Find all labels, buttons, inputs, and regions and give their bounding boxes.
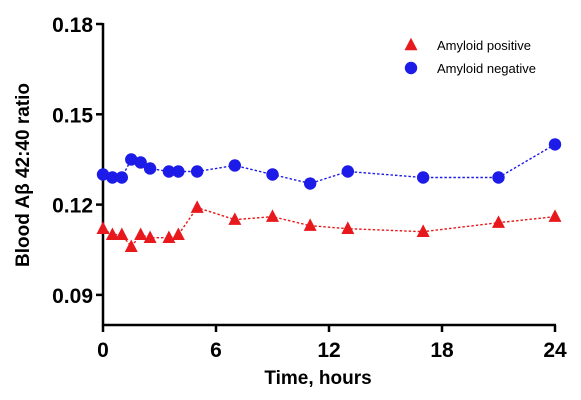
data-point-circle (143, 162, 157, 175)
y-tick-label: 0.18 (52, 14, 93, 37)
series-line (102, 143, 556, 185)
legend: Amyloid positive Amyloid negative (404, 37, 536, 76)
data-point-triangle (124, 239, 138, 253)
data-point-circle (303, 177, 317, 190)
data-point-circle (548, 138, 562, 151)
x-tick-label: 0 (97, 339, 109, 362)
data-point-triangle (228, 212, 242, 225)
data-point-circle (266, 168, 279, 181)
data-point-triangle (171, 227, 185, 240)
axes: 0.09 0.12 0.15 0.18 0 6 12 18 24 (52, 14, 567, 362)
data-point-triangle (134, 227, 148, 240)
x-tick-label: 18 (430, 339, 454, 362)
data-point-triangle (341, 221, 355, 234)
y-tick-label: 0.15 (52, 104, 93, 127)
data-point-circle (106, 171, 119, 184)
data-point-triangle (105, 227, 119, 240)
data-point-circle (492, 171, 505, 184)
data-point-triangle (492, 215, 505, 228)
data-point-circle (190, 165, 204, 178)
data-point-circle (96, 168, 110, 181)
x-tick-label: 24 (543, 339, 567, 362)
x-ticks: 0 6 12 18 24 (97, 325, 567, 362)
series-amyloid-negative (96, 138, 562, 190)
x-tick-label: 12 (317, 339, 340, 362)
legend-label: Amyloid positive (437, 38, 531, 53)
data-point-triangle (303, 218, 317, 231)
x-tick-label: 6 (210, 339, 222, 362)
series-amyloid-positive (96, 200, 562, 253)
y-tick-label: 0.12 (52, 195, 93, 218)
legend-marker-circle (404, 61, 418, 75)
data-point-triangle (266, 209, 279, 222)
data-point-triangle (96, 221, 110, 234)
data-point-triangle (548, 209, 562, 222)
series-layer (96, 138, 562, 253)
legend-marker-triangle (404, 37, 418, 51)
legend-label: Amyloid negative (437, 61, 536, 76)
data-point-circle (228, 159, 242, 172)
y-ticks: 0.09 0.12 0.15 0.18 (52, 14, 103, 308)
data-point-triangle (416, 224, 430, 237)
x-axis-title: Time, hours (264, 368, 371, 389)
data-point-circle (341, 165, 355, 178)
data-point-triangle (190, 200, 204, 213)
data-point-circle (134, 156, 147, 169)
data-point-circle (416, 171, 430, 184)
data-point-circle (162, 165, 176, 178)
data-point-triangle (162, 230, 176, 243)
y-tick-label: 0.09 (52, 285, 93, 308)
data-point-circle (115, 171, 129, 184)
data-point-circle (125, 153, 138, 166)
data-point-triangle (143, 230, 157, 243)
data-point-circle (172, 165, 185, 178)
data-point-triangle (115, 227, 129, 240)
y-axis-title: Blood Aβ 42:40 ratio (13, 83, 34, 267)
series-line (102, 206, 556, 248)
